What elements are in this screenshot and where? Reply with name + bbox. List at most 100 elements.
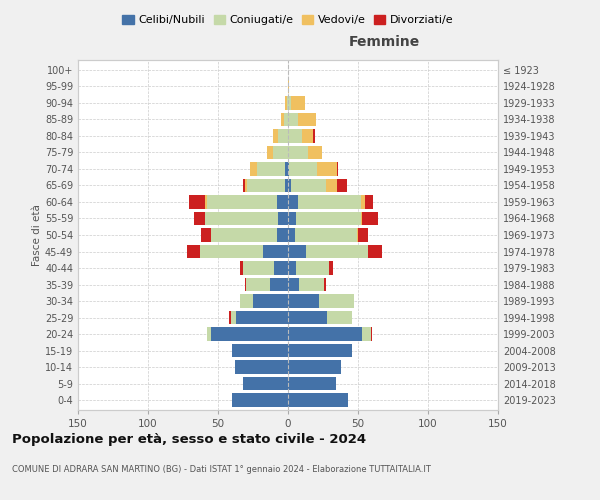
Bar — [277, 196, 288, 208]
Bar — [288, 278, 299, 291]
Text: Femmine: Femmine — [349, 35, 420, 49]
Bar — [365, 196, 373, 208]
Bar — [278, 130, 288, 142]
Bar — [188, 196, 205, 208]
Bar — [288, 394, 348, 406]
Bar — [296, 262, 329, 274]
Bar — [337, 179, 347, 192]
Bar — [205, 212, 278, 225]
Bar — [241, 262, 243, 274]
Bar — [243, 262, 274, 274]
Bar — [253, 294, 288, 308]
Bar — [288, 262, 296, 274]
Bar — [288, 344, 352, 357]
Bar — [243, 377, 288, 390]
Bar — [288, 96, 291, 110]
Bar — [277, 228, 288, 241]
Bar — [284, 113, 288, 126]
Bar — [288, 179, 291, 192]
Bar — [270, 278, 288, 291]
Bar — [361, 196, 365, 208]
Bar — [358, 228, 368, 241]
Bar — [211, 228, 277, 241]
Bar — [288, 162, 289, 175]
Bar — [308, 146, 322, 159]
Bar — [289, 162, 317, 175]
Bar — [245, 179, 247, 192]
Bar — [317, 162, 337, 175]
Y-axis label: Fasce di età: Fasce di età — [32, 204, 42, 266]
Bar — [245, 278, 246, 291]
Bar — [205, 196, 207, 208]
Bar — [329, 262, 333, 274]
Bar — [325, 278, 326, 291]
Bar — [295, 228, 356, 241]
Bar — [288, 196, 298, 208]
Bar — [296, 212, 361, 225]
Bar — [201, 228, 211, 241]
Bar — [194, 212, 205, 225]
Bar — [272, 146, 288, 159]
Bar — [288, 80, 289, 93]
Bar — [207, 196, 277, 208]
Bar — [235, 360, 288, 374]
Text: Popolazione per età, sesso e stato civile - 2024: Popolazione per età, sesso e stato civil… — [12, 432, 366, 446]
Bar — [291, 96, 305, 110]
Legend: Celibi/Nubili, Coniugati/e, Vedovi/e, Divorziati/e: Celibi/Nubili, Coniugati/e, Vedovi/e, Di… — [118, 10, 458, 30]
Bar — [313, 130, 314, 142]
Bar — [285, 179, 288, 192]
Bar — [232, 344, 288, 357]
Bar — [288, 294, 319, 308]
Bar — [361, 212, 362, 225]
Bar — [247, 179, 285, 192]
Bar — [263, 245, 288, 258]
Bar — [257, 162, 285, 175]
Bar — [299, 278, 325, 291]
Bar — [281, 113, 284, 126]
Bar — [319, 294, 354, 308]
Bar — [337, 162, 338, 175]
Bar — [207, 328, 211, 340]
Bar — [267, 146, 272, 159]
Bar — [306, 245, 368, 258]
Bar — [371, 328, 372, 340]
Bar — [287, 96, 288, 110]
Bar — [288, 377, 335, 390]
Bar — [246, 278, 270, 291]
Bar — [298, 196, 361, 208]
Bar — [232, 394, 288, 406]
Bar — [368, 245, 382, 258]
Bar — [288, 146, 308, 159]
Bar — [288, 311, 327, 324]
Bar — [291, 179, 326, 192]
Bar — [285, 96, 287, 110]
Bar — [250, 162, 257, 175]
Bar — [288, 245, 306, 258]
Bar — [356, 228, 358, 241]
Bar — [229, 311, 230, 324]
Bar — [243, 179, 245, 192]
Bar — [272, 130, 278, 142]
Bar — [200, 245, 263, 258]
Bar — [187, 245, 200, 258]
Bar — [288, 228, 295, 241]
Bar — [288, 328, 362, 340]
Bar — [278, 212, 288, 225]
Bar — [274, 262, 288, 274]
Bar — [288, 360, 341, 374]
Bar — [211, 328, 288, 340]
Bar — [302, 130, 313, 142]
Text: COMUNE DI ADRARA SAN MARTINO (BG) - Dati ISTAT 1° gennaio 2024 - Elaborazione TU: COMUNE DI ADRARA SAN MARTINO (BG) - Dati… — [12, 466, 431, 474]
Bar — [362, 212, 377, 225]
Bar — [327, 311, 352, 324]
Bar — [288, 212, 296, 225]
Bar — [298, 113, 316, 126]
Bar — [230, 311, 236, 324]
Bar — [236, 311, 288, 324]
Bar — [288, 113, 298, 126]
Bar — [362, 328, 371, 340]
Bar — [288, 130, 302, 142]
Bar — [285, 162, 288, 175]
Bar — [241, 294, 253, 308]
Bar — [326, 179, 337, 192]
